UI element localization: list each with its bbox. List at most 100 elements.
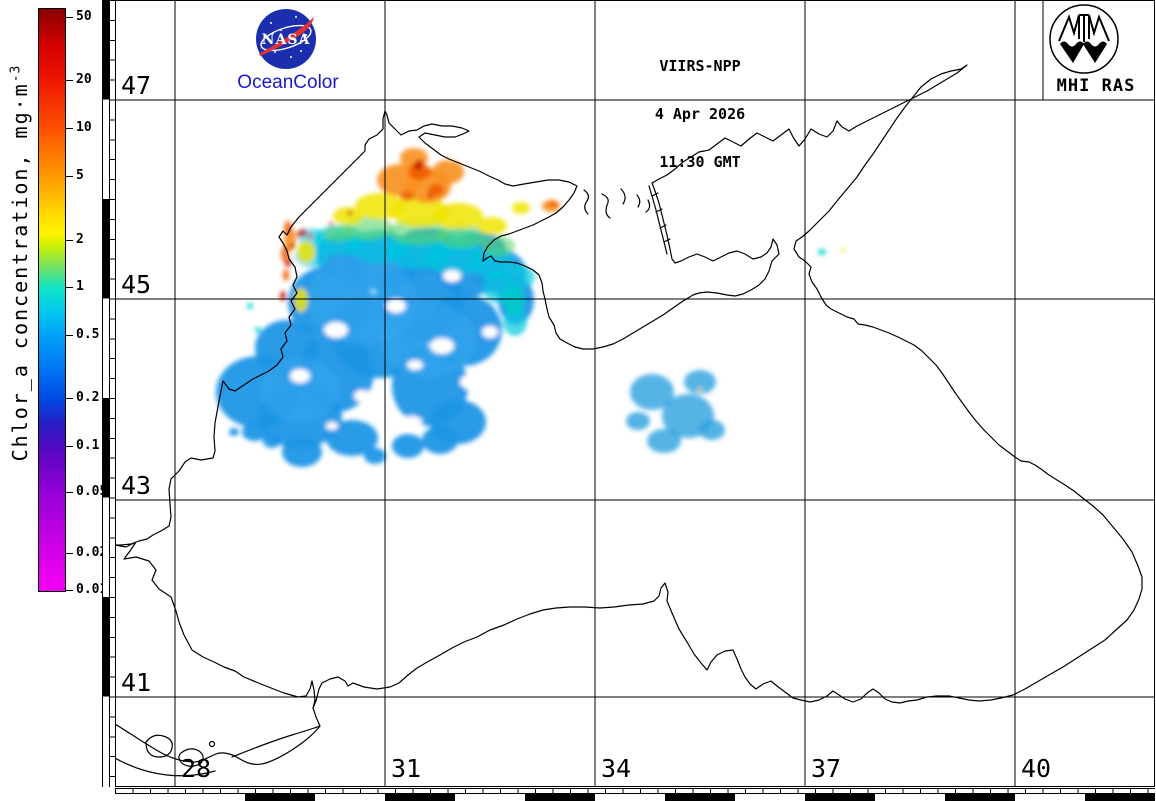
nasa-logo-orbit: [260, 24, 312, 52]
colorbar-tick-label: 0.02: [76, 545, 108, 560]
chlorophyll-blob: [284, 221, 292, 235]
longitude-ruler-ticks: [115, 788, 1155, 794]
colorbar-tick-label: 5: [76, 168, 84, 183]
chlorophyll-blob: [297, 241, 315, 263]
nasa-logo: NASA: [256, 9, 316, 69]
chlorophyll-blob: [503, 285, 525, 315]
chlorophyll-blob: [307, 234, 313, 238]
lat-label-45: 45: [121, 270, 152, 299]
colorbar-tick-label: 20: [76, 72, 92, 87]
lon-label-37: 37: [811, 754, 842, 783]
colorbar-tick-dash: [66, 553, 73, 554]
colorbar-tick-dash: [66, 287, 73, 288]
chlorophyll-blob: [432, 160, 464, 184]
chlorophyll-blob: [430, 338, 454, 354]
colorbar-title-text: Chlor_a concentration, mg·m: [8, 82, 32, 462]
chlorophyll-blob: [242, 423, 268, 441]
lon-label-28: 28: [181, 754, 212, 783]
colorbar-title: Chlor_a concentration, mg·m-3: [8, 57, 34, 469]
scene-info: VIIRS-NPP 4 Apr 2026 11:30 GMT: [630, 26, 770, 202]
chlorophyll-blob: [422, 426, 458, 454]
chlorophyll-blob: [347, 211, 353, 215]
map-frame: [115, 0, 1155, 787]
lon-label-40: 40: [1021, 754, 1052, 783]
colorbar-tick-dash: [66, 335, 73, 336]
chlorophyll-blob: [326, 422, 338, 430]
colorbar-tick-dash: [66, 80, 73, 81]
colorbar-tick-label: 2: [76, 232, 84, 247]
chlorophyll-blob: [294, 288, 308, 312]
oceancolor-label: OceanColor: [237, 72, 339, 93]
colorbar-tick-label: 1: [76, 279, 84, 294]
chlorophyll-blob: [417, 160, 423, 164]
graticule: [115, 0, 1155, 787]
lat-label-41: 41: [121, 668, 152, 697]
colorbar-tick-dash: [66, 590, 73, 591]
chlorophyll-blob: [333, 207, 363, 225]
scene-time: 11:30 GMT: [659, 153, 741, 171]
chlorophyll-blob: [699, 420, 725, 440]
colorbar-tick-label: 50: [76, 9, 92, 24]
chlorophyll-blob: [443, 270, 461, 282]
scene-date: 4 Apr 2026: [654, 105, 746, 123]
longitude-ruler: [115, 788, 1155, 801]
chlorophyll-blob: [469, 248, 515, 278]
chlorophyll-blob: [647, 429, 681, 453]
chlorophyll-blob: [427, 194, 433, 198]
lon-label-31: 31: [391, 754, 422, 783]
chlorophyll-blob: [263, 434, 281, 448]
mhi-logo-wave-right: [1083, 41, 1107, 63]
chlorophyll-blob: [364, 448, 386, 464]
chlorophyll-blob: [290, 243, 294, 249]
chlorophyll-blob: [324, 322, 348, 338]
lat-label-43: 43: [121, 471, 152, 500]
chlorophyll-blob: [285, 259, 291, 267]
chlorophyll-blob: [400, 191, 414, 201]
black-sea-map: [115, 0, 1155, 787]
chlorophyll-blob: [428, 184, 444, 196]
colorbar-tick-label: 0.05: [76, 484, 108, 499]
chlorophyll-blob: [402, 416, 422, 428]
colorbar-tick-label: 0.5: [76, 327, 100, 342]
colorbar-title-superscript: -3: [8, 64, 24, 83]
chlorophyll-overlay: [216, 148, 845, 467]
colorbar-tick-label: 0.1: [76, 438, 100, 453]
mhi-logo-glyph: [1058, 14, 1110, 42]
latitude-ruler: [102, 0, 115, 787]
mhi-logo-wave-left: [1060, 41, 1084, 63]
chlorophyll-blob: [626, 412, 650, 430]
chlorophyll-blob: [818, 249, 826, 255]
chlorophyll-blob: [433, 203, 483, 229]
colorbar-tick-dash: [66, 492, 73, 493]
longitude-ruler-blocks: [115, 794, 1155, 801]
nasa-wordmark: NASA: [262, 32, 311, 48]
colorbar-tick-dash: [66, 446, 73, 447]
colorbar-tick-label: 10: [76, 120, 92, 135]
chlorophyll-blob: [354, 390, 370, 402]
chlorophyll-blob: [841, 248, 845, 252]
lat-label-47: 47: [121, 71, 152, 100]
chlorophyll-blob: [460, 375, 480, 389]
scene-satellite: VIIRS-NPP: [659, 57, 741, 75]
chlorophyll-blob: [282, 437, 322, 467]
colorbar-tick-label: 0.2: [76, 390, 100, 405]
colorbar-tick-dash: [66, 128, 73, 129]
chlorophyll-blob: [229, 428, 239, 436]
chlorophyll-blob: [515, 265, 521, 271]
chlorophyll-blob: [247, 303, 253, 309]
colorbar-tick-dash: [66, 176, 73, 177]
chlorophyll-blob: [329, 222, 333, 226]
colorbar-tick-label: 0.01: [76, 582, 108, 597]
colorbar-gradient: [38, 8, 66, 592]
chlorophyll-blob: [255, 327, 261, 333]
chlorophyll-blob: [323, 226, 353, 242]
chlorophyll-blob: [392, 434, 424, 458]
chlorophyll-blob: [684, 370, 716, 394]
chlorophyll-blob: [260, 358, 340, 422]
chlorophyll-blob: [698, 388, 702, 392]
chlorophyll-blob: [380, 302, 476, 378]
mhi-ras-label: MHI RAS: [1056, 76, 1136, 96]
chlorophyll-blob: [413, 162, 423, 170]
chlorophyll-blob: [482, 326, 498, 338]
